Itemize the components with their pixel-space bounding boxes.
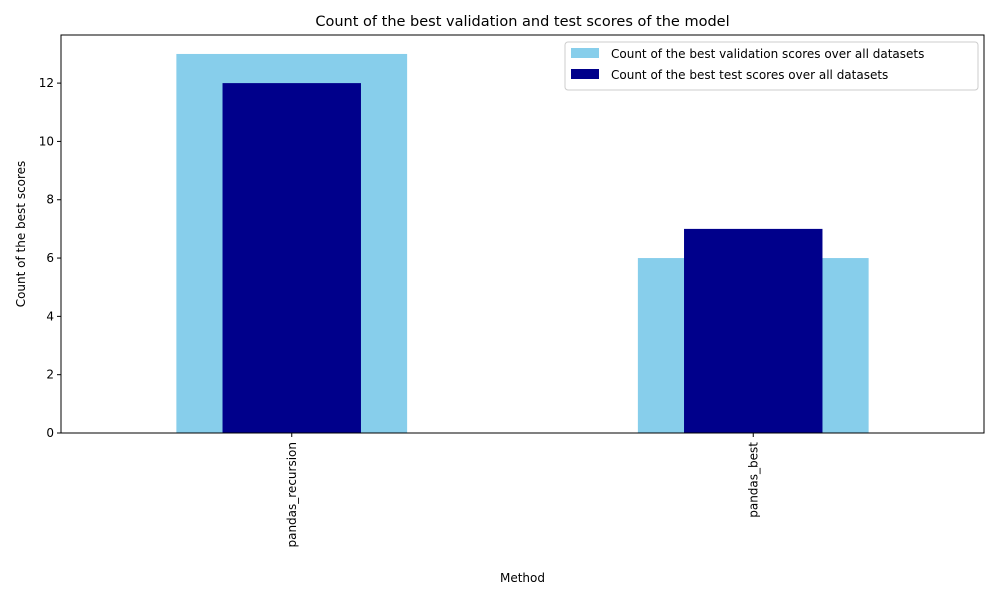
- y-axis: 0 2 4 6 8 10 12: [39, 76, 61, 440]
- bar-test-pandas_recursion: [222, 83, 361, 433]
- legend-box: [564, 41, 979, 91]
- bars-layer: [176, 53, 869, 433]
- y-axis-label: Count of the best scores: [14, 161, 28, 308]
- y-tick-label: 4: [46, 309, 54, 323]
- legend-label-validation: Count of the best validation scores over…: [611, 47, 924, 61]
- y-tick-label: 8: [46, 193, 54, 207]
- legend-swatch-validation: [571, 48, 599, 58]
- y-tick-label: 12: [39, 76, 54, 90]
- bar-test-pandas_best: [684, 228, 823, 433]
- x-tick-label-pandas_recursion: pandas_recursion: [285, 442, 299, 548]
- legend-label-test: Count of the best test scores over all d…: [611, 68, 888, 82]
- x-tick-label-pandas_best: pandas_best: [746, 442, 760, 518]
- y-tick-label: 0: [46, 426, 54, 440]
- x-axis: pandas_recursion pandas_best: [285, 433, 760, 548]
- x-axis-label: Method: [500, 571, 545, 585]
- y-tick-label: 2: [46, 368, 54, 382]
- plot-frame: [60, 34, 985, 434]
- y-tick-label: 6: [46, 251, 54, 265]
- legend: Count of the best validation scores over…: [564, 41, 979, 91]
- y-tick-label: 10: [39, 134, 54, 148]
- legend-swatch-test: [571, 69, 599, 79]
- chart-title: Count of the best validation and test sc…: [315, 14, 729, 30]
